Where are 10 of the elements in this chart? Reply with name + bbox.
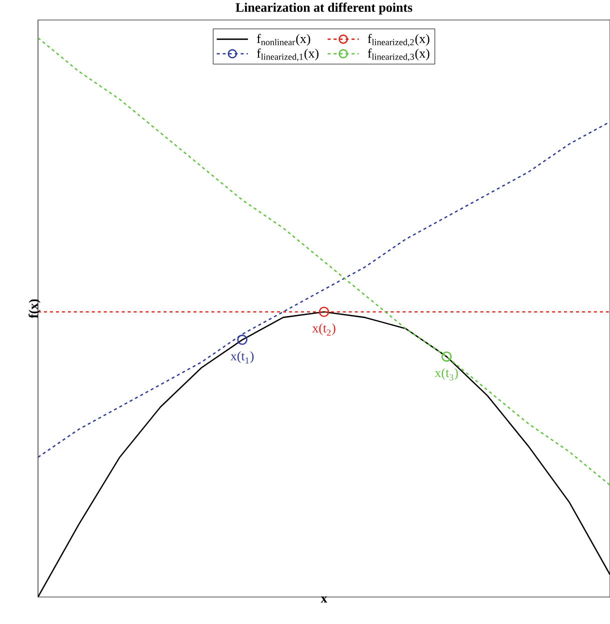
legend-label: $\textrm{f}_{\textrm{linearized,2}}\textrm{(x)}$	[368, 34, 430, 47]
legend-label: $\textrm{f}_{\textrm{linearized,1}}\textrm{(x)}$	[256, 48, 318, 62]
chart-title: Linearization at different points	[236, 2, 412, 14]
series-label: $\textrm{x(t}_{\textrm{2}}\textrm{)}$	[312, 323, 336, 336]
x-axis-title: x	[320, 596, 328, 602]
y-axis-title: f(x)	[28, 299, 40, 318]
legend-label: $\textrm{f}_{\textrm{nonlinear}}\textrm{(x)}$	[256, 34, 310, 46]
legend-label: $\textrm{f}_{\textrm{linearized,3}}\textrm{(x)}$	[368, 48, 430, 62]
series-label: $\textrm{x(t}_{\textrm{3}}\textrm{)}$	[434, 368, 458, 380]
series-label: $\textrm{x(t}_{\textrm{1}}\textrm{)}$	[230, 351, 254, 364]
